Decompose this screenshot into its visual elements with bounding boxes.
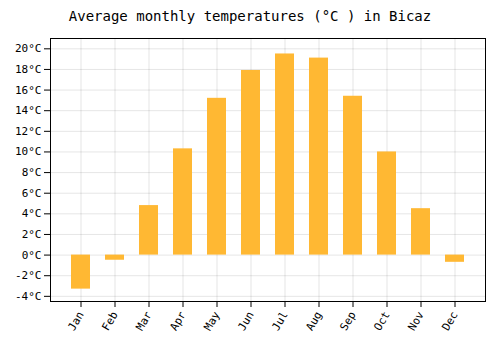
svg-text:Dec: Dec [439,309,460,333]
svg-text:Aug: Aug [303,309,324,333]
svg-text:8°C: 8°C [22,166,42,179]
svg-text:6°C: 6°C [22,187,42,200]
svg-text:2°C: 2°C [22,228,42,241]
svg-text:Jul: Jul [269,309,290,333]
svg-text:18°C: 18°C [15,63,42,76]
svg-text:12°C: 12°C [15,125,42,138]
svg-text:16°C: 16°C [15,84,42,97]
svg-text:Feb: Feb [99,309,120,333]
svg-text:May: May [201,309,222,333]
svg-text:20°C: 20°C [15,42,42,55]
svg-text:4°C: 4°C [22,207,42,220]
html-text:Average monthly temperatures (: Average monthly temperatures (°C ) in Bi… [68,8,432,24]
svg-text:10°C: 10°C [15,145,42,158]
svg-text:Sep: Sep [337,309,358,333]
svg-text:Nov: Nov [405,309,426,333]
svg-text:Mar: Mar [133,309,154,333]
svg-text:-4°C: -4°C [15,290,42,303]
svg-text:Apr: Apr [167,309,188,333]
svg-text:14°C: 14°C [15,104,42,117]
svg-text:Jan: Jan [65,309,86,333]
svg-text:-2°C: -2°C [15,269,42,282]
svg-text:0°C: 0°C [22,249,42,262]
svg-text:Oct: Oct [371,309,392,333]
svg-text:Jun: Jun [235,309,256,333]
